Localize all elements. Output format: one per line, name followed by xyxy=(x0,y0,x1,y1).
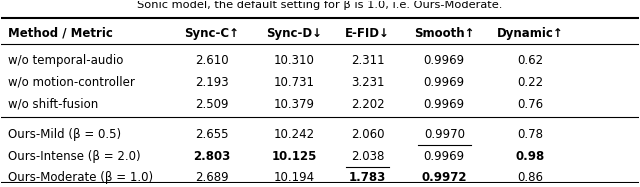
Text: 2.038: 2.038 xyxy=(351,150,385,163)
Text: Dynamic↑: Dynamic↑ xyxy=(497,27,564,40)
Text: 10.125: 10.125 xyxy=(272,150,317,163)
Text: Sync-D↓: Sync-D↓ xyxy=(266,27,323,40)
Text: w/o shift-fusion: w/o shift-fusion xyxy=(8,98,98,111)
Text: 2.193: 2.193 xyxy=(195,76,228,89)
Text: Ours-Mild (β = 0.5): Ours-Mild (β = 0.5) xyxy=(8,128,121,141)
Text: 0.9969: 0.9969 xyxy=(424,76,465,89)
Text: 0.22: 0.22 xyxy=(517,76,543,89)
Text: 10.242: 10.242 xyxy=(274,128,315,141)
Text: 0.9969: 0.9969 xyxy=(424,98,465,111)
Text: w/o motion-controller: w/o motion-controller xyxy=(8,76,134,89)
Text: 1.783: 1.783 xyxy=(349,171,387,184)
Text: 2.060: 2.060 xyxy=(351,128,385,141)
Text: 0.62: 0.62 xyxy=(517,54,543,67)
Text: 0.9970: 0.9970 xyxy=(424,128,465,141)
Text: 2.803: 2.803 xyxy=(193,150,230,163)
Text: Ours-Intense (β = 2.0): Ours-Intense (β = 2.0) xyxy=(8,150,140,163)
Text: 10.310: 10.310 xyxy=(274,54,315,67)
Text: 2.202: 2.202 xyxy=(351,98,385,111)
Text: 2.689: 2.689 xyxy=(195,171,228,184)
Text: Method / Metric: Method / Metric xyxy=(8,27,113,40)
Text: 2.311: 2.311 xyxy=(351,54,385,67)
Text: 3.231: 3.231 xyxy=(351,76,385,89)
Text: 0.9972: 0.9972 xyxy=(422,171,467,184)
Text: 0.76: 0.76 xyxy=(517,98,543,111)
Text: w/o temporal-audio: w/o temporal-audio xyxy=(8,54,123,67)
Text: 0.9969: 0.9969 xyxy=(424,150,465,163)
Text: E-FID↓: E-FID↓ xyxy=(346,27,390,40)
Text: 2.509: 2.509 xyxy=(195,98,228,111)
Text: Smooth↑: Smooth↑ xyxy=(414,27,474,40)
Text: 2.610: 2.610 xyxy=(195,54,228,67)
Text: 0.78: 0.78 xyxy=(517,128,543,141)
Text: 0.86: 0.86 xyxy=(517,171,543,184)
Text: Sonic model, the default setting for β is 1.0, i.e. Ours-Moderate.: Sonic model, the default setting for β i… xyxy=(138,0,502,10)
Text: 0.98: 0.98 xyxy=(516,150,545,163)
Text: 2.655: 2.655 xyxy=(195,128,228,141)
Text: 10.194: 10.194 xyxy=(274,171,315,184)
Text: Ours-Moderate (β = 1.0): Ours-Moderate (β = 1.0) xyxy=(8,171,153,184)
Text: 10.379: 10.379 xyxy=(274,98,315,111)
Text: Sync-C↑: Sync-C↑ xyxy=(184,27,239,40)
Text: 0.9969: 0.9969 xyxy=(424,54,465,67)
Text: 10.731: 10.731 xyxy=(274,76,315,89)
